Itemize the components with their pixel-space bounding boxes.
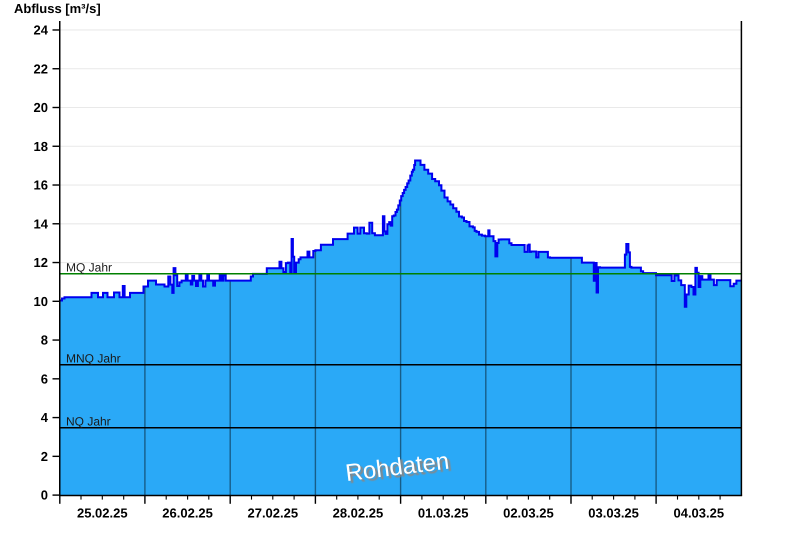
svg-text:MNQ Jahr: MNQ Jahr [66,351,121,365]
svg-text:12: 12 [34,255,48,270]
svg-text:Abfluss [m³/s]: Abfluss [m³/s] [14,1,101,16]
svg-text:24: 24 [34,23,49,38]
svg-text:22: 22 [34,61,48,76]
svg-text:8: 8 [41,333,48,348]
svg-text:20: 20 [34,100,48,115]
svg-text:27.02.25: 27.02.25 [247,506,298,521]
svg-text:25.02.25: 25.02.25 [77,506,128,521]
svg-text:04.03.25: 04.03.25 [673,506,724,521]
svg-text:18: 18 [34,139,48,154]
svg-text:MQ Jahr: MQ Jahr [66,260,112,274]
svg-text:2: 2 [41,449,48,464]
svg-text:14: 14 [34,216,49,231]
svg-text:28.02.25: 28.02.25 [333,506,384,521]
svg-text:6: 6 [41,371,48,386]
svg-text:0: 0 [41,488,48,503]
svg-text:03.03.25: 03.03.25 [588,506,639,521]
svg-text:NQ Jahr: NQ Jahr [66,414,111,428]
svg-text:10: 10 [34,294,48,309]
svg-text:26.02.25: 26.02.25 [162,506,213,521]
svg-text:02.03.25: 02.03.25 [503,506,554,521]
svg-text:01.03.25: 01.03.25 [418,506,469,521]
svg-text:4: 4 [41,410,49,425]
svg-text:16: 16 [34,178,48,193]
